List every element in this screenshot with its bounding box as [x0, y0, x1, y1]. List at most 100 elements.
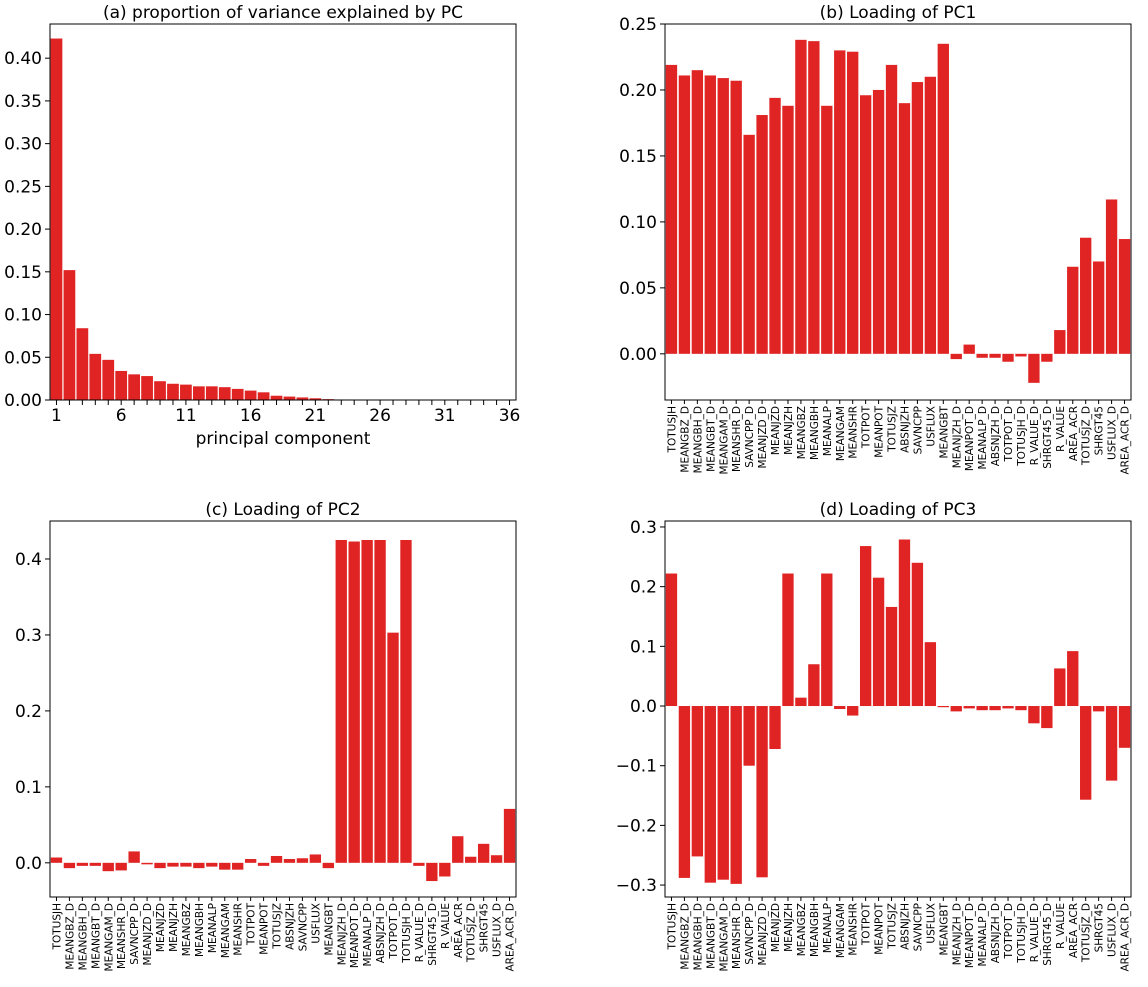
bar-b-19	[898, 103, 911, 354]
bar-b-22	[937, 43, 949, 354]
xtick-label-d-27: TOTPOT_D	[1003, 903, 1015, 959]
ytick-label-c-3: 0.3	[15, 626, 42, 646]
chart-panel-c: 0.0 0.1 0.2 0.3 0.4 TOTUSJH MEANGBZ_D MEANGBH_D…	[15, 500, 517, 972]
xtick-label-d-29: R_VALUE_D	[1029, 903, 1041, 962]
xtick-label-b-17: MEANPOT	[874, 405, 886, 457]
xtick-label-b-28: TOTUSJH_D	[1016, 406, 1028, 467]
xtick-label-c-10: MEANJZH	[168, 903, 180, 952]
xtick-label-b-7: SAVNCPP_D	[744, 406, 756, 468]
xtick-label-d-14: MEANGAM	[835, 903, 847, 958]
xtick-label-d-25: MEANALP_D	[977, 903, 989, 966]
bar-d-27	[1002, 706, 1014, 709]
bar-a-4	[89, 353, 102, 400]
bar-b-28	[1015, 353, 1027, 357]
bar-a-17	[257, 392, 270, 400]
bar-c-2	[63, 862, 76, 869]
bar-a-16	[244, 390, 257, 400]
axes-frame-b	[664, 23, 1132, 401]
xtick-label-c-35: USFLUX_D	[492, 903, 504, 957]
xtick-label-a-6: 6	[116, 406, 127, 426]
bar-c-29	[413, 862, 425, 866]
xtick-label-b-30: SHRGT45_D	[1042, 406, 1054, 469]
bar-d-3	[691, 706, 704, 857]
bar-b-20	[911, 82, 924, 354]
xtick-label-b-1: TOTUSJH	[666, 406, 678, 453]
xtick-label-b-10: MEANJZH	[783, 406, 795, 455]
xtick-label-c-31: R_VALUE	[440, 903, 452, 949]
bar-b-18	[885, 64, 898, 354]
bar-c-5	[102, 862, 114, 872]
xtick-label-b-21: USFLUX	[925, 406, 937, 447]
xtick-label-a-31: 31	[434, 406, 456, 426]
xtick-label-a-11: 11	[175, 406, 197, 426]
chart-title-a: (a) proportion of variance explained by …	[103, 3, 463, 23]
ytick-label-a-2: 0.10	[4, 306, 42, 326]
xtick-label-c-36: AREA_ACR_D	[505, 903, 517, 972]
xtick-label-c-27: TOTPOT_D	[388, 903, 400, 959]
xtick-label-a-36: 36	[499, 406, 521, 426]
bar-b-7	[743, 134, 755, 354]
bar-c-9	[154, 862, 166, 869]
xtick-label-c-1: TOTUSJH	[51, 903, 63, 950]
bar-c-24	[348, 541, 360, 863]
bar-d-22	[937, 706, 949, 708]
ytick-label-a-4: 0.20	[4, 220, 42, 240]
xtick-label-b-6: MEANSHR_D	[731, 406, 743, 472]
ytick-label-a-8: 0.40	[4, 49, 42, 69]
xtick-label-b-27: TOTPOT_D	[1003, 406, 1015, 462]
xtick-label-c-9: MEANJZD	[155, 903, 167, 952]
ytick-label-d-6: 0.3	[630, 518, 657, 538]
bar-b-8	[756, 115, 768, 354]
xtick-label-c-3: MEANGBH_D	[77, 903, 89, 970]
ytick-label-d-4: 0.1	[630, 637, 657, 657]
bar-c-12	[193, 862, 205, 869]
bar-d-10	[782, 573, 794, 707]
bar-d-1	[665, 573, 678, 707]
bar-c-7	[128, 851, 140, 863]
bar-b-11	[795, 39, 807, 354]
xtick-label-c-30: SHRGT45_D	[427, 903, 439, 966]
ytick-label-a-6: 0.30	[4, 135, 42, 155]
ytick-label-a-5: 0.25	[4, 177, 42, 197]
xtick-label-b-23: MEANJZH_D	[951, 406, 963, 468]
xtick-label-c-7: SAVNCPP_D	[129, 903, 141, 965]
xtick-label-d-17: MEANPOT	[874, 902, 886, 954]
bar-c-13	[206, 862, 218, 867]
bar-c-10	[167, 862, 179, 867]
xtick-label-c-26: ABSNJZH_D	[375, 903, 387, 963]
bar-c-4	[89, 862, 101, 866]
bar-c-20	[296, 858, 309, 863]
ytick-label-b-4: 0.20	[619, 81, 657, 101]
bar-c-17	[257, 862, 270, 866]
bar-b-6	[730, 80, 742, 354]
bar-d-14	[834, 706, 846, 709]
xtick-label-b-2: MEANGBZ_D	[679, 406, 691, 473]
bar-b-26	[989, 353, 1001, 358]
bar-d-20	[911, 562, 924, 707]
ytick-label-b-1: 0.05	[619, 279, 657, 299]
bar-d-34	[1092, 706, 1105, 712]
bar-a-9	[154, 381, 166, 400]
bar-b-32	[1067, 266, 1079, 354]
bar-d-28	[1015, 706, 1027, 711]
xtick-label-b-4: MEANGBT_D	[705, 406, 717, 472]
ytick-label-a-0: 0.00	[4, 391, 42, 411]
xtick-label-b-32: AREA_ACR	[1068, 406, 1080, 461]
bar-c-22	[322, 862, 334, 869]
bar-c-3	[76, 862, 89, 866]
ytick-label-a-1: 0.05	[4, 348, 42, 368]
bar-a-8	[141, 376, 153, 400]
xtick-label-b-12: MEANGBH	[809, 406, 821, 460]
xtick-label-d-19: ABSNJZH	[899, 903, 911, 950]
xtick-label-c-5: MEANGAM_D	[103, 903, 115, 971]
bar-d-30	[1041, 706, 1053, 729]
bar-d-6	[730, 706, 742, 884]
ytick-label-c-4: 0.4	[15, 550, 42, 570]
ytick-label-b-2: 0.10	[619, 213, 657, 233]
bar-c-30	[426, 862, 438, 882]
xtick-label-d-4: MEANGBT_D	[705, 903, 717, 969]
bar-c-34	[477, 843, 490, 863]
xtick-label-d-12: MEANGBH	[809, 903, 821, 957]
bar-a-19	[283, 396, 296, 400]
